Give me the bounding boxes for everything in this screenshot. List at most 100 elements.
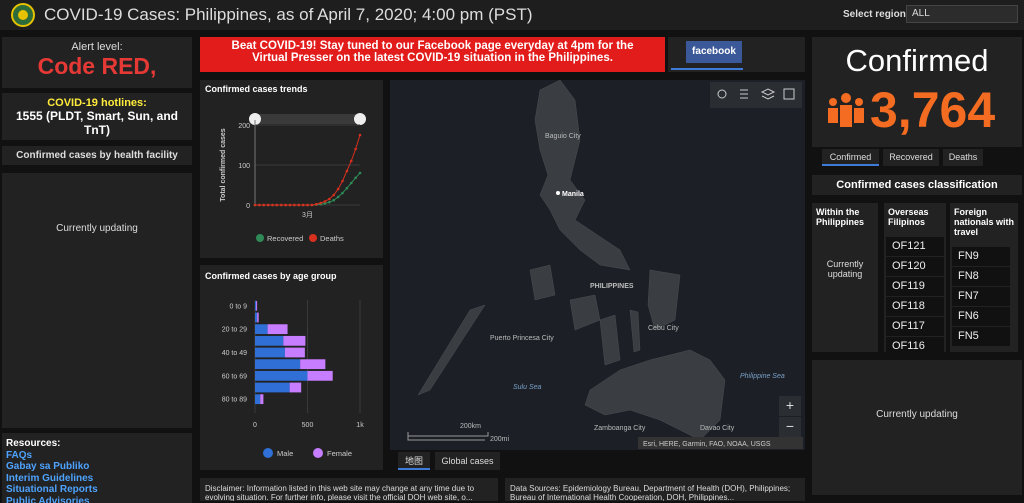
case-item: OF121 xyxy=(886,237,944,256)
zoom-out-label: − xyxy=(786,418,794,434)
foreign-title: Foreign nationals with travel xyxy=(950,203,1018,249)
range-slider[interactable] xyxy=(255,114,360,124)
manila-dot xyxy=(556,191,560,195)
data-point xyxy=(337,196,340,199)
data-point xyxy=(341,192,344,195)
resource-link[interactable]: Public Advisories xyxy=(6,496,188,503)
legend-swatch[interactable] xyxy=(263,448,273,458)
stat-tab[interactable]: Confirmed xyxy=(822,149,879,166)
disclaimer: Disclaimer: Information listed in this w… xyxy=(200,478,498,501)
data-point xyxy=(324,200,327,203)
map-tab[interactable]: Global cases xyxy=(435,452,500,470)
logo xyxy=(11,3,35,27)
resource-link[interactable]: Gabay sa Publiko xyxy=(6,461,188,473)
legend-swatch[interactable] xyxy=(313,448,323,458)
case-item: OF119 xyxy=(886,277,944,296)
hotlines-panel: COVID-19 hotlines: 1555 (PLDT, Smart, Su… xyxy=(2,93,192,140)
data-point xyxy=(262,204,265,207)
map-toolbar[interactable] xyxy=(710,82,802,108)
map-tab[interactable]: 地图 xyxy=(398,452,430,470)
case-item: OF117 xyxy=(886,317,944,336)
y-tick-label: 0 xyxy=(246,203,250,210)
overseas-title: Overseas Filipinos xyxy=(884,203,946,237)
x-tick-label: 0 xyxy=(253,422,257,429)
header: COVID-19 Cases: Philippines, as of April… xyxy=(0,0,1024,30)
attribution: Esri, HERE, Garmin, FAO, NOAA, USGS xyxy=(643,441,771,448)
bar-segment xyxy=(255,383,290,393)
confirmed-label: Confirmed xyxy=(812,43,1022,79)
alert-label: Alert level: xyxy=(2,41,192,53)
data-point xyxy=(319,202,322,205)
data-point xyxy=(276,204,279,207)
region-select[interactable]: ALL xyxy=(906,5,1018,23)
scale-mi: 200mi xyxy=(490,436,510,443)
alert-value: Code RED, xyxy=(2,53,192,80)
data-point xyxy=(350,182,353,185)
map-label: Philippine Sea xyxy=(740,373,785,380)
x-tick-label: 1k xyxy=(356,422,364,429)
chart-title: Confirmed cases trends xyxy=(205,84,308,94)
data-point xyxy=(284,204,287,207)
slider-handle[interactable] xyxy=(354,113,366,125)
bar-segment xyxy=(268,324,288,334)
legend-swatch[interactable] xyxy=(309,234,317,242)
case-item: FN5 xyxy=(952,327,1010,346)
map-label: PHILIPPINES xyxy=(590,283,634,290)
bar-segment xyxy=(255,324,268,334)
people-icon xyxy=(826,92,866,128)
legend-swatch[interactable] xyxy=(256,234,264,242)
case-item: FN6 xyxy=(952,307,1010,326)
bar-segment xyxy=(290,383,302,393)
stat-tab[interactable]: Recovered xyxy=(883,149,939,166)
bar-segment xyxy=(255,359,300,369)
bar-segment xyxy=(283,336,305,346)
map[interactable]: Baguio City Manila PHILIPPINES Puerto Pr… xyxy=(390,80,805,450)
data-point xyxy=(254,204,257,207)
y-tick-label: 40 to 49 xyxy=(222,350,247,357)
y-tick-label: 20 to 29 xyxy=(222,327,247,334)
legend-label[interactable]: Recovered xyxy=(267,234,303,243)
resource-link[interactable]: Interim Guidelines xyxy=(6,473,188,485)
bar-segment xyxy=(255,301,256,311)
case-item: OF120 xyxy=(886,257,944,276)
data-point xyxy=(359,172,362,175)
data-point xyxy=(258,204,261,207)
facebook-panel: facebook xyxy=(668,37,805,72)
map-label: Zamboanga City xyxy=(594,425,646,432)
confirmed-value: 3,764 xyxy=(870,81,995,139)
map-label: Sulu Sea xyxy=(513,384,542,391)
case-item: OF116 xyxy=(886,337,944,352)
legend-label[interactable]: Female xyxy=(327,449,352,458)
legend-label[interactable]: Deaths xyxy=(320,234,344,243)
region-label: Select region: xyxy=(843,9,909,20)
x-tick-label: 500 xyxy=(302,422,314,429)
facebook-button[interactable]: facebook xyxy=(686,41,742,63)
resource-link[interactable]: FAQs xyxy=(6,450,188,462)
y-tick-label: 0 to 9 xyxy=(229,303,247,310)
bar-segment xyxy=(260,394,263,404)
data-point xyxy=(354,177,357,180)
tab-indicator xyxy=(671,68,743,70)
data-point xyxy=(311,204,314,207)
legend-label[interactable]: Male xyxy=(277,449,293,458)
data-point xyxy=(315,203,318,206)
data-point xyxy=(306,204,309,207)
alert-panel: Alert level: Code RED, xyxy=(2,37,192,88)
hotlines-title: COVID-19 hotlines: xyxy=(2,97,192,109)
map-label: Davao City xyxy=(700,425,735,432)
data-point xyxy=(297,204,300,207)
stat-tab[interactable]: Deaths xyxy=(943,149,983,166)
hotlines-text: 1555 (PLDT, Smart, Sun, and TnT) xyxy=(2,109,192,137)
bar-segment xyxy=(255,313,257,323)
resource-link[interactable]: Situational Reports xyxy=(6,484,188,496)
data-point xyxy=(302,204,305,207)
data-point xyxy=(293,204,296,207)
chart-title: Confirmed cases by age group xyxy=(205,271,337,281)
y-tick-label: 100 xyxy=(238,163,250,170)
data-point xyxy=(280,204,283,207)
data-point xyxy=(337,188,340,191)
